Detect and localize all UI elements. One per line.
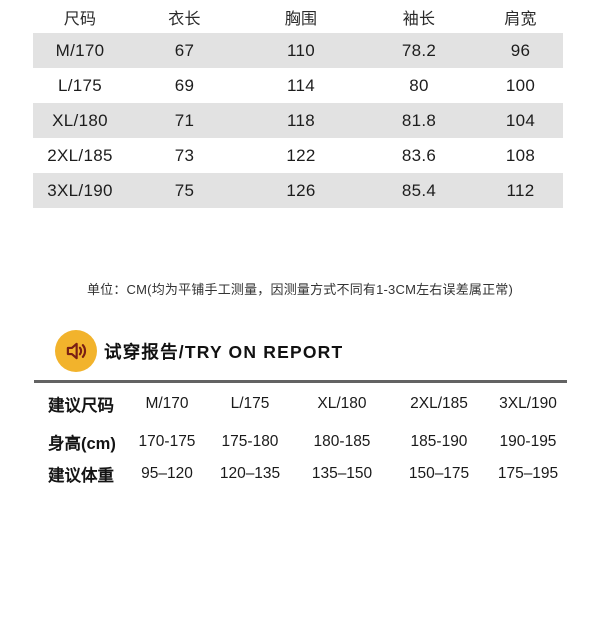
cell-value: 108 [505,145,536,165]
size-table-header-row: 尺码 衣长 胸围 袖长 肩宽 [33,0,563,33]
cell-value: 75 [174,180,195,200]
row-label-recommended-size: 建议尺码 [48,397,114,415]
cell-value: 100 [505,75,536,95]
measurement-note: 单位：CM(均为平铺手工测量，因测量方式不同有1-3CM左右误差属正常) [86,282,514,297]
cell-size: 3XL/190 [47,180,113,200]
try-on-report-header: 试穿报告/TRY ON REPORT [55,330,343,372]
try-on-report-title: 试穿报告/TRY ON REPORT [104,341,344,362]
cell-value: 96 [510,40,531,60]
cell-value: 85.4 [401,180,437,200]
cell-size: M/170 [55,40,105,60]
cell-value: 170-175 [138,433,196,450]
cell-value: 73 [174,145,195,165]
table-row: 建议尺码 M/170 L/175 XL/180 2XL/185 3XL/190 [34,383,567,425]
cell-size: 2XL/185 [47,145,113,165]
cell-value: 112 [506,180,535,200]
cell-value: 69 [174,75,195,95]
cell-value: 175-180 [221,433,279,450]
cell-value: 180-185 [313,433,371,450]
cell-value: 135–150 [311,465,373,482]
cell-value: 95–120 [141,465,193,482]
table-row: M/170 67 110 78.2 96 [33,33,563,68]
table-row: XL/180 71 118 81.8 104 [33,103,563,138]
table-row: 身高(cm) 170-175 175-180 180-185 185-190 1… [34,425,567,459]
size-table: 尺码 衣长 胸围 袖长 肩宽 M/170 67 110 78.2 96 L/17… [33,0,563,208]
cell-value: 3XL/190 [499,395,557,412]
cell-value: XL/180 [317,395,367,412]
col-header-length: 衣长 [168,10,201,28]
cell-value: 175–195 [497,465,559,482]
table-row: 3XL/190 75 126 85.4 112 [33,173,563,208]
table-row: L/175 69 114 80 100 [33,68,563,103]
cell-value: 2XL/185 [410,395,468,412]
cell-value: 104 [505,110,536,130]
divider-line [34,380,567,383]
cell-value: 71 [174,110,195,130]
cell-value: 81.8 [401,110,437,130]
cell-value: 190-195 [499,433,557,450]
cell-value: 110 [286,40,315,60]
cell-value: 67 [174,40,195,60]
cell-value: 78.2 [401,40,437,60]
col-header-chest: 胸围 [284,10,318,28]
cell-value: 80 [409,75,429,95]
cell-value: 150–175 [408,465,470,482]
cell-value: 114 [286,75,315,95]
col-header-sleeve: 袖长 [402,10,436,28]
row-label-height: 身高(cm) [48,435,116,453]
cell-value: 118 [286,110,315,130]
col-header-size: 尺码 [63,10,97,28]
cell-value: M/170 [145,395,189,412]
cell-size: L/175 [57,75,103,95]
cell-value: 185-190 [410,433,468,450]
col-header-shoulder: 肩宽 [504,10,537,28]
recommend-table: 建议尺码 M/170 L/175 XL/180 2XL/185 3XL/190 … [34,383,567,489]
speaker-volume-icon [55,330,97,372]
table-row: 2XL/185 73 122 83.6 108 [33,138,563,173]
cell-size: XL/180 [52,110,108,130]
cell-value: L/175 [230,395,270,412]
cell-value: 120–135 [219,465,281,482]
cell-value: 126 [286,180,316,200]
table-row: 建议体重 95–120 120–135 135–150 150–175 175–… [34,459,567,489]
cell-value: 83.6 [401,145,437,165]
cell-value: 122 [286,145,316,165]
row-label-recommended-weight: 建议体重 [48,467,114,485]
